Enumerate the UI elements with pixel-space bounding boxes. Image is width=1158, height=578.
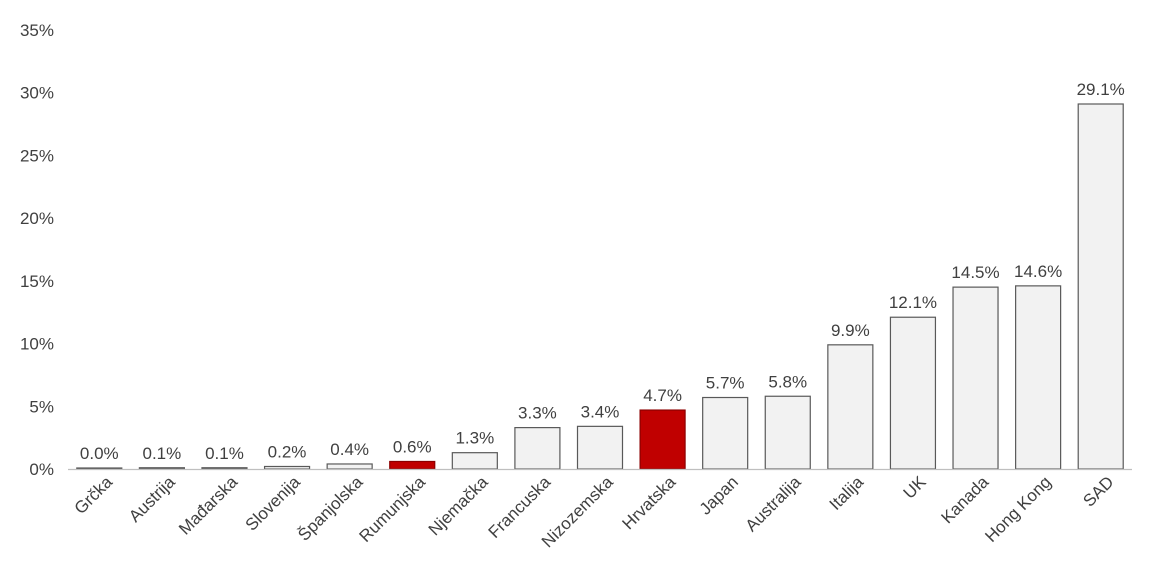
y-tick-label: 35% <box>20 21 54 40</box>
bar-uk <box>889 316 937 470</box>
bar-španjolska <box>326 463 373 470</box>
y-tick-label: 5% <box>29 397 54 416</box>
category-label: Hrvatska <box>619 472 680 533</box>
category-label: Hong Kong <box>981 472 1055 546</box>
bar-slovenija <box>263 465 311 470</box>
bar-sad <box>1077 103 1124 470</box>
data-labels: 0.0% 0.1% 0.1% 0.2% 0.4% 0.6% 1.3% 3.3% 3.4% 4.7%… <box>80 80 1125 463</box>
data-label: 9.9% <box>831 321 870 340</box>
y-tick-label: 15% <box>20 272 54 291</box>
bar-mađarska <box>201 467 248 470</box>
bar-njemačka <box>451 452 498 470</box>
y-tick-label: 0% <box>29 460 54 479</box>
data-label: 3.4% <box>581 402 620 421</box>
y-axis-ticks: 0% 5% 10% 15% 20% 25% 30% 35% <box>20 21 54 479</box>
category-label: Japan <box>696 472 742 518</box>
category-label: Slovenija <box>242 472 305 535</box>
bar-australija <box>764 395 811 470</box>
data-label: 29.1% <box>1077 80 1125 99</box>
y-tick-label: 20% <box>20 209 54 228</box>
data-label: 12.1% <box>889 293 937 312</box>
data-label: 0.2% <box>268 442 307 461</box>
bars <box>76 103 1124 470</box>
bar-hong-kong <box>1015 285 1062 470</box>
data-label: 3.3% <box>518 404 557 423</box>
data-label: 0.1% <box>143 444 182 463</box>
data-label: 14.6% <box>1014 262 1062 281</box>
category-label: Rumunjska <box>355 472 429 546</box>
category-label: Australija <box>742 472 805 535</box>
category-label: Kanada <box>937 472 992 527</box>
y-tick-label: 25% <box>20 146 54 165</box>
bar-japan <box>702 396 749 470</box>
data-label: 0.4% <box>330 440 369 459</box>
data-label: 4.7% <box>643 386 682 405</box>
bar-kanada <box>952 286 999 470</box>
bar-italija <box>827 344 874 470</box>
category-label: Mađarska <box>175 472 242 539</box>
bar-hrvatska <box>639 409 686 470</box>
data-label: 14.5% <box>951 263 999 282</box>
category-label: UK <box>900 472 931 503</box>
bar-francuska <box>514 427 561 470</box>
y-tick-label: 30% <box>20 84 54 103</box>
bar-rumunjska <box>389 460 436 470</box>
data-label: 5.7% <box>706 374 745 393</box>
category-label: Italija <box>826 472 868 514</box>
y-tick-label: 10% <box>20 335 54 354</box>
category-label: SAD <box>1079 472 1117 510</box>
data-label: 1.3% <box>455 429 494 448</box>
data-label: 0.0% <box>80 444 119 463</box>
data-label: 0.1% <box>205 444 244 463</box>
category-label: Grčka <box>71 472 117 518</box>
data-label: 5.8% <box>768 372 807 391</box>
category-label: Austrija <box>125 472 179 526</box>
bar-grčka <box>76 467 123 470</box>
category-label: Njemačka <box>425 472 492 539</box>
bar-nizozemska <box>576 425 624 470</box>
data-label: 0.6% <box>393 437 432 456</box>
bar-austrija <box>138 467 185 470</box>
